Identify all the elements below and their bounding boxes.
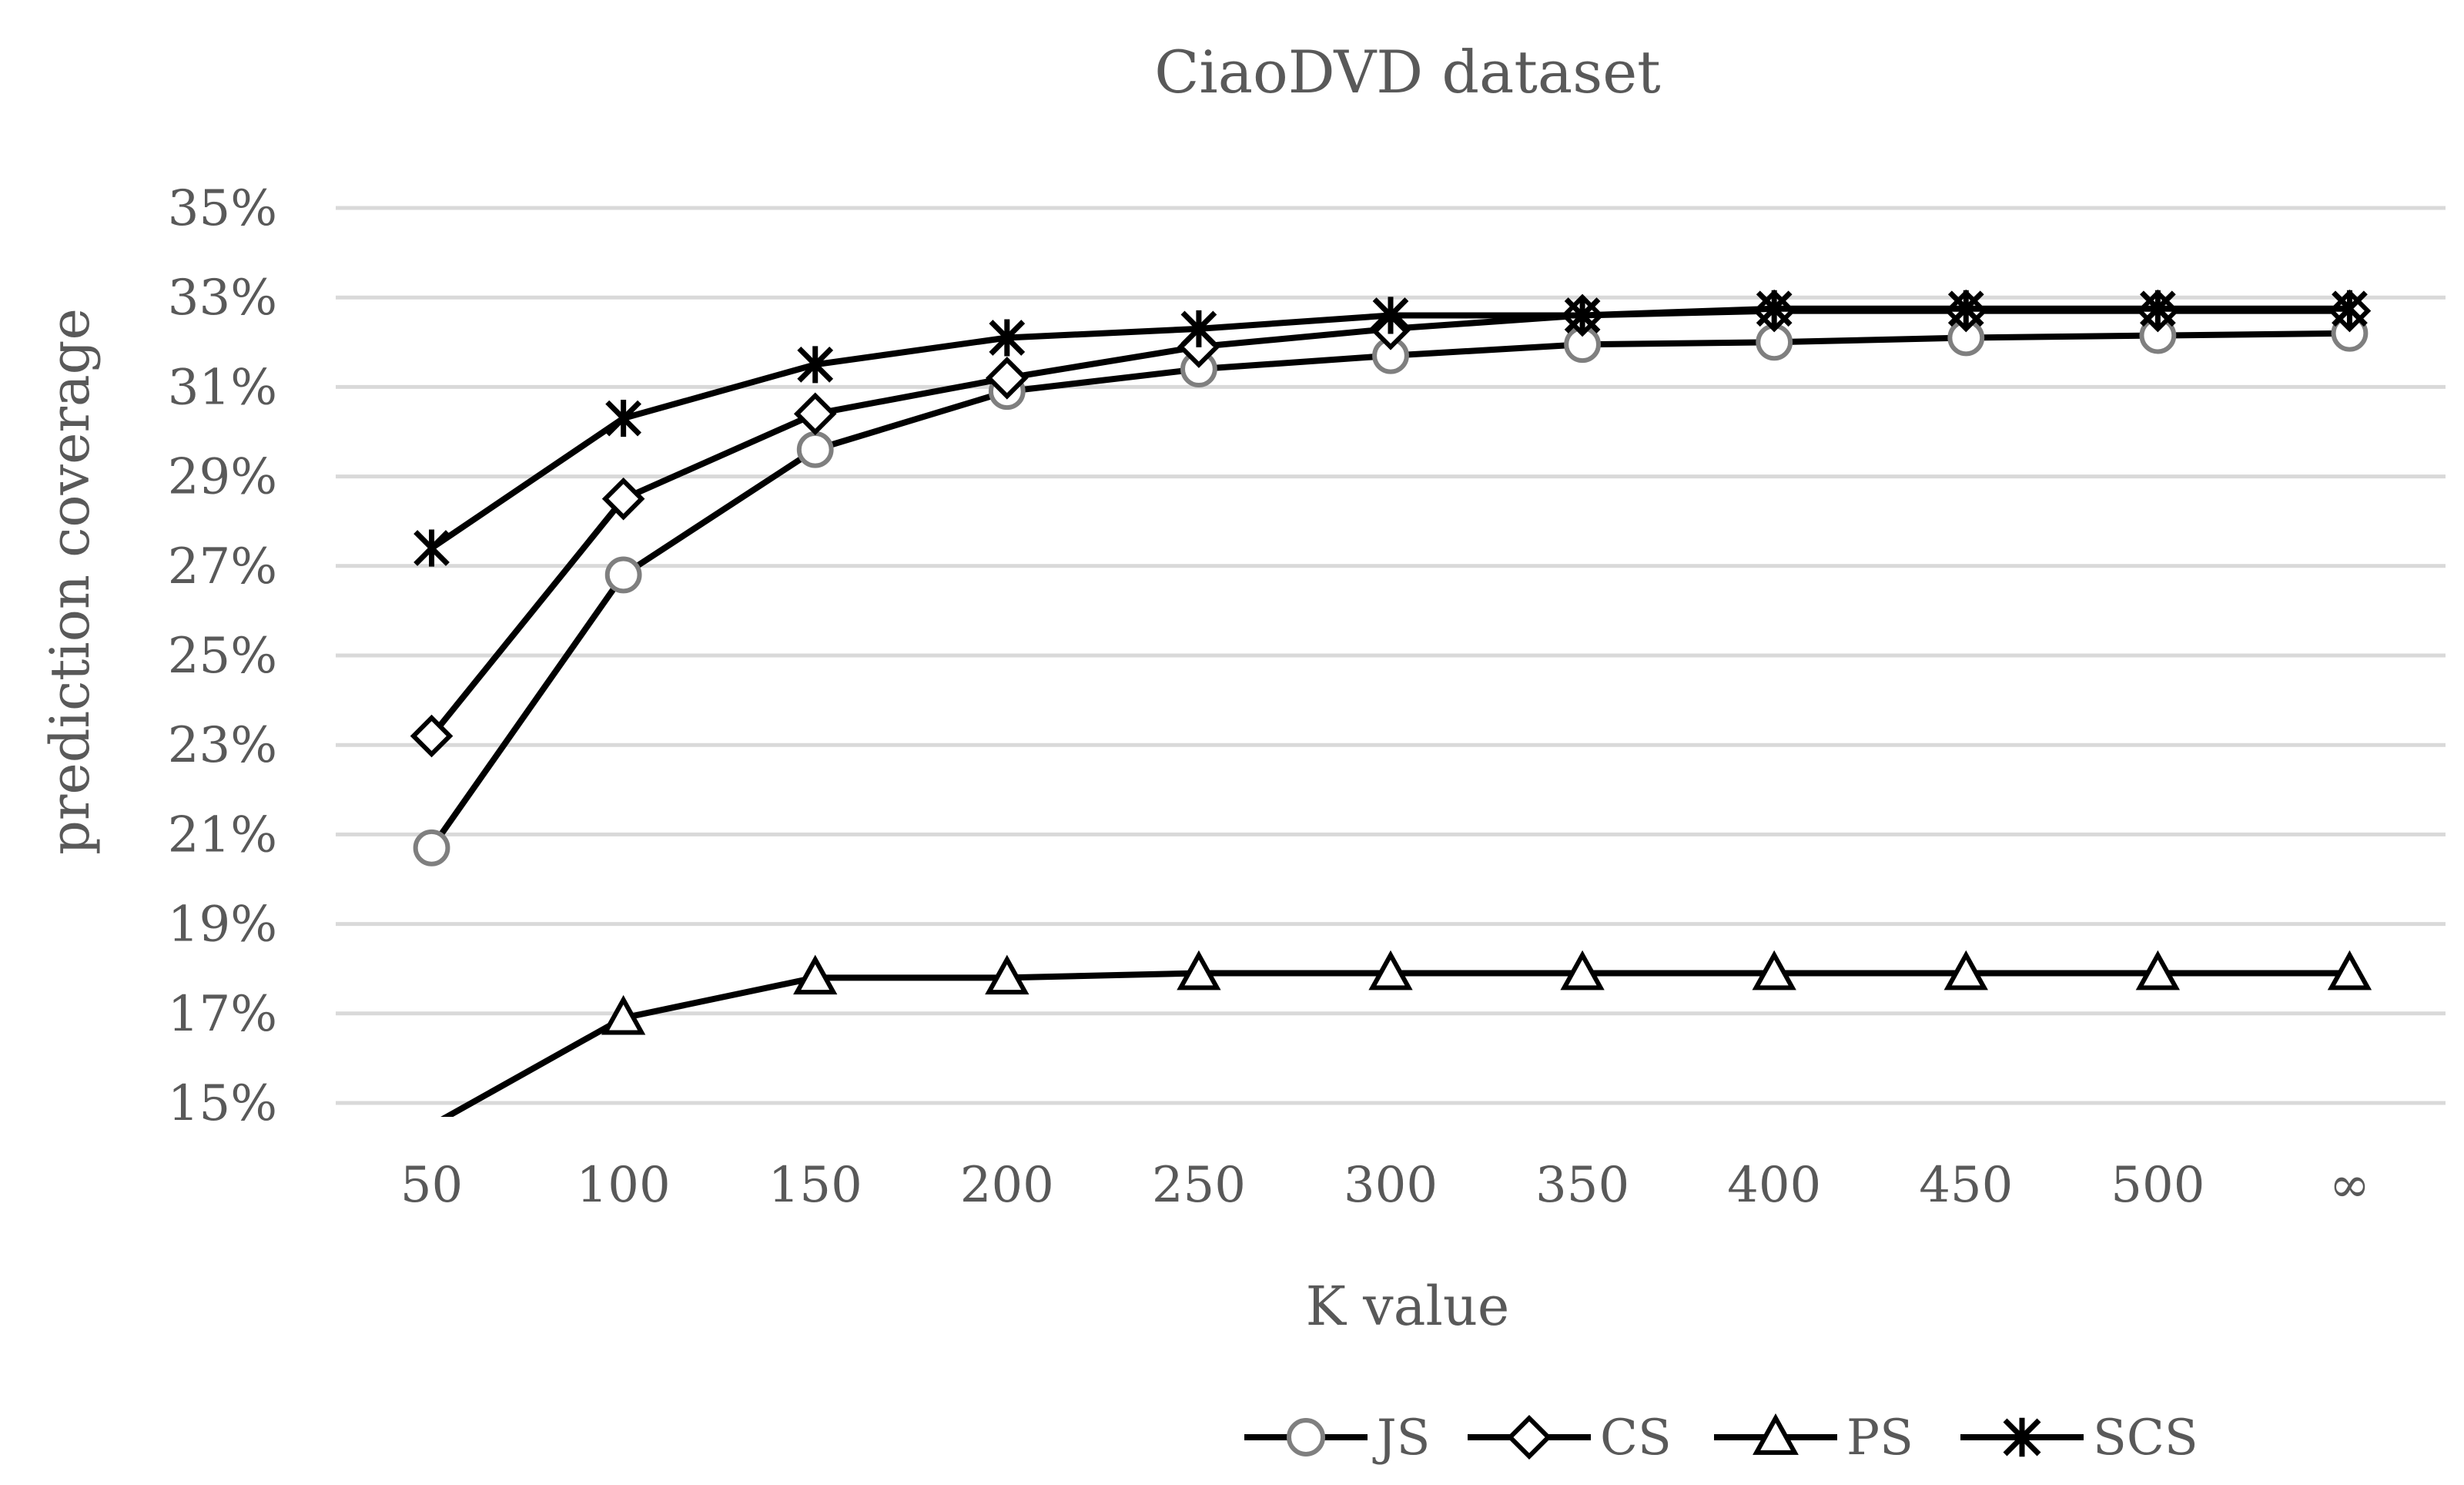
data-point-ps (1752, 950, 1796, 991)
data-point-ps (793, 954, 838, 995)
x-tick-label: 100 (577, 1157, 671, 1214)
x-tick-label: 200 (960, 1157, 1054, 1214)
y-tick-label: 27% (168, 538, 277, 595)
data-point-ps (2327, 950, 2372, 991)
x-axis-ticks: 50 100 150 200 250 300 350 400 450 500 ∞ (400, 1157, 2370, 1214)
x-tick-label: 250 (1152, 1157, 1246, 1214)
y-axis-ticks: 15% 17% 19% 21% 23% 25% 27% 29% 31% 33% 35% (168, 180, 277, 1132)
y-tick-label: 15% (168, 1075, 277, 1132)
y-tick-label: 21% (168, 806, 277, 863)
data-point-js (413, 829, 450, 867)
data-point-ps (601, 994, 646, 1035)
legend-item-js: JS (1244, 1410, 1431, 1467)
legend-marker (2003, 1417, 2041, 1457)
data-point-cs (793, 392, 837, 436)
series-js (413, 314, 2369, 867)
legend-label: JS (1372, 1410, 1431, 1467)
y-tick-label: 31% (168, 359, 277, 416)
data-point-ps (1368, 950, 1413, 991)
legend-marker (1753, 1413, 1799, 1455)
legend: JS CS PS SCS (1244, 1410, 2198, 1467)
gridlines (336, 206, 2446, 1105)
legend-marker (1287, 1418, 1325, 1457)
data-point-scs (605, 400, 642, 437)
series-lines (410, 289, 2372, 1117)
legend-label: SCS (2093, 1410, 2198, 1467)
data-point-scs (413, 529, 450, 567)
data-point-scs (2332, 290, 2368, 327)
x-tick-label: 300 (1344, 1157, 1438, 1214)
y-tick-label: 25% (168, 628, 277, 685)
x-axis-title: K value (1306, 1275, 1510, 1338)
data-point-js (796, 431, 834, 468)
legend-item-ps: PS (1714, 1410, 1913, 1467)
x-tick-label: 350 (1535, 1157, 1629, 1214)
x-tick-label: 150 (768, 1157, 862, 1214)
y-axis-title: prediction coverage (38, 308, 102, 855)
data-point-scs (797, 346, 834, 384)
data-point-scs (2139, 290, 2176, 327)
legend-label: PS (1846, 1410, 1913, 1467)
y-tick-label: 19% (168, 897, 277, 954)
data-point-ps (1943, 950, 1988, 991)
data-point-js (604, 556, 642, 594)
series-line (429, 307, 2350, 739)
series-line (429, 330, 2350, 850)
data-point-cs (986, 356, 1029, 400)
data-point-scs (1756, 290, 1793, 327)
y-tick-label: 29% (168, 449, 277, 506)
series-ps (440, 950, 2372, 1117)
y-tick-label: 35% (168, 180, 277, 237)
chart-title: CiaoDVD dataset (1154, 38, 1660, 106)
x-tick-label: 400 (1727, 1157, 1821, 1214)
legend-item-scs: SCS (1960, 1410, 2198, 1467)
series-scs (413, 290, 2368, 567)
data-point-scs (1564, 297, 1601, 334)
legend-item-cs: CS (1468, 1410, 1672, 1467)
data-point-scs (1180, 310, 1217, 347)
data-point-scs (1947, 290, 1984, 327)
legend-marker (1506, 1414, 1552, 1460)
data-point-cs (410, 714, 454, 758)
x-tick-label: 500 (2111, 1157, 2205, 1214)
y-tick-label: 17% (168, 986, 277, 1043)
data-point-ps (1177, 950, 1221, 991)
y-tick-label: 23% (168, 717, 277, 774)
y-tick-label: 33% (168, 270, 277, 327)
data-point-scs (1372, 297, 1409, 334)
data-point-scs (989, 319, 1026, 357)
legend-label: CS (1600, 1410, 1672, 1467)
data-point-cs (601, 477, 645, 521)
data-point-ps (2135, 950, 2181, 991)
data-point-ps (985, 954, 1029, 995)
data-point-ps (1560, 950, 1605, 991)
x-tick-label: 50 (400, 1157, 463, 1214)
x-tick-label: ∞ (2329, 1157, 2370, 1214)
x-tick-label: 450 (1919, 1157, 2013, 1214)
